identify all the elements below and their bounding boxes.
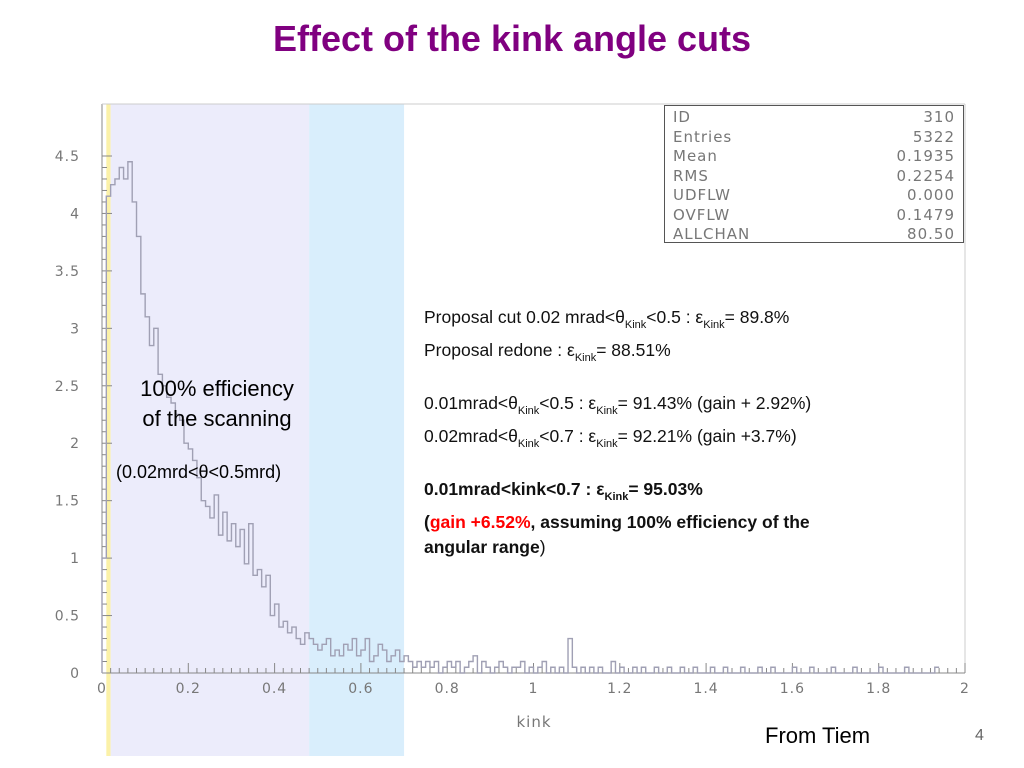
y-tick-label: 1.5	[55, 494, 80, 510]
shaded-region-yellow	[106, 104, 111, 756]
y-tick-label: 4.5	[55, 149, 80, 165]
stats-row: ID 310	[673, 108, 955, 126]
slide-title: Effect of the kink angle cuts	[272, 18, 752, 59]
stats-box: ID 310 Entries 5322 Mean 0.1935 RMS 0.2254 U…	[664, 105, 964, 243]
histogram-series	[101, 161, 940, 674]
result-line: Proposal redone : εKink= 88.51%	[424, 340, 671, 364]
band-note-range: (0.02mrd<θ<0.5mrd)	[116, 462, 282, 482]
shaded-region-blue	[309, 104, 405, 756]
credit-text: From Tiem	[765, 723, 871, 748]
x-tick-label: 0.8	[435, 681, 460, 697]
tick-labels: 0 0.5 1 1.5 2 2.5 3 3.5 4 4.5 0 0.2 0.4 0.6 0.8 1 1.2 1.4…	[55, 149, 970, 697]
result-line: Proposal cut 0.02 mrad<θKink<0.5 : εKink…	[424, 307, 790, 331]
y-tick-label: 3.5	[55, 264, 80, 280]
x-tick-label: 0	[97, 681, 107, 697]
band-note-line2: of the scanning	[142, 406, 292, 431]
stats-row: OVFLW 0.1479	[673, 205, 955, 224]
x-tick-label: 0.4	[262, 681, 287, 697]
result-line: 0.01mrad<θKink<0.5 : εKink= 91.43% (gain…	[424, 393, 812, 417]
y-tick-label: 0	[70, 666, 80, 682]
band-note-line1: 100% efficiency	[140, 376, 294, 401]
result-line: angular range)	[424, 537, 546, 557]
x-tick-label: 1.8	[866, 681, 891, 697]
shaded-region-lavender	[110, 104, 310, 756]
y-tick-label: 4	[70, 206, 80, 222]
results-text: Proposal cut 0.02 mrad<θKink<0.5 : εKink…	[424, 305, 811, 560]
y-tick-label: 2	[70, 436, 80, 452]
x-tick-label: 0.6	[348, 681, 373, 697]
histogram-line	[101, 161, 940, 674]
shaded-bands	[106, 104, 405, 756]
result-line: 0.01mrad<kink<0.7 : εKink= 95.03%	[424, 479, 703, 503]
stats-row: ALLCHAN 80.50	[673, 225, 955, 243]
result-line: 0.02mrad<θKink<0.7 : εKink= 92.21% (gain…	[424, 426, 797, 450]
y-tick-label: 1	[70, 551, 80, 567]
y-tick-label: 0.5	[55, 609, 80, 625]
y-tick-label: 2.5	[55, 379, 80, 395]
stats-row: Mean 0.1935	[673, 147, 955, 165]
stats-row: UDFLW 0.000	[673, 186, 955, 204]
stats-row: RMS 0.2254	[673, 166, 955, 185]
x-tick-label: 1	[529, 681, 539, 697]
x-axis-label: kink	[516, 713, 551, 731]
x-tick-label: 0.2	[176, 681, 201, 697]
x-tick-label: 1.6	[780, 681, 805, 697]
x-tick-label: 1.4	[693, 681, 718, 697]
x-tick-label: 2	[960, 681, 970, 697]
x-tick-label: 1.2	[607, 681, 632, 697]
stats-row: Entries 5322	[673, 127, 955, 146]
result-line: (gain +6.52%, assuming 100% efficiency o…	[424, 512, 810, 532]
y-tick-label: 3	[70, 321, 80, 337]
page-number: 4	[975, 727, 984, 744]
